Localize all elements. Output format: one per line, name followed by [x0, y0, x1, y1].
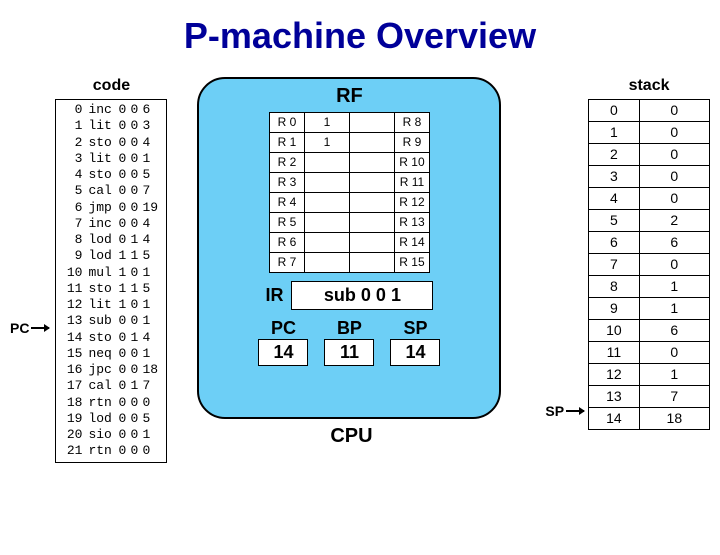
stack-row: 20 [589, 144, 710, 166]
reg-value [349, 173, 394, 193]
reg-value [349, 153, 394, 173]
ir-value: sub 0 0 1 [291, 281, 433, 310]
code-row: 6jmp0019 [60, 200, 160, 216]
arrow-right-icon [566, 410, 584, 412]
code-row: 4sto005 [60, 167, 160, 183]
reg-name: R 13 [394, 213, 429, 233]
rf-label: RF [199, 85, 499, 108]
code-row: 17cal017 [60, 378, 160, 394]
reg-value [349, 113, 394, 133]
code-row: 1lit003 [60, 118, 160, 134]
reg-name: R 9 [394, 133, 429, 153]
reg-value [304, 193, 349, 213]
reg-value [304, 173, 349, 193]
pc-pointer: PC [10, 320, 49, 336]
reg-value [349, 253, 394, 273]
code-row: 10mul101 [60, 265, 160, 281]
code-row: 11sto115 [60, 281, 160, 297]
reg-value [304, 213, 349, 233]
reg-value [349, 193, 394, 213]
page-title: P-machine Overview [0, 15, 720, 57]
reg-value: 1 [304, 113, 349, 133]
reg-name: R 4 [269, 193, 304, 213]
stack-row: 121 [589, 364, 710, 386]
stack-row: 66 [589, 232, 710, 254]
pc-pointer-label: PC [10, 320, 29, 336]
stack-column: SP stack 0010203040526670819110611012113… [545, 77, 710, 430]
code-row: 16jpc0018 [60, 362, 160, 378]
stack-row: 00 [589, 100, 710, 122]
reg-name: R 12 [394, 193, 429, 213]
register-file-table: R 01R 8R 11R 9R 2R 10R 3R 11R 4R 12R 5R … [269, 112, 430, 273]
bp-value: 11 [324, 339, 374, 366]
reg-name: R 14 [394, 233, 429, 253]
reg-name: R 3 [269, 173, 304, 193]
code-row: 7inc004 [60, 216, 160, 232]
code-table: 0inc0061lit0032sto0043lit0014sto0055cal0… [55, 99, 167, 463]
reg-value [304, 233, 349, 253]
ir-group: IR sub 0 0 1 [265, 281, 433, 310]
pc-label: PC [271, 318, 296, 339]
stack-row: 40 [589, 188, 710, 210]
code-row: 12lit101 [60, 297, 160, 313]
stack-row: 70 [589, 254, 710, 276]
sp-pointer: SP [545, 403, 584, 419]
code-row: 3lit001 [60, 151, 160, 167]
reg-name: R 0 [269, 113, 304, 133]
ir-label: IR [265, 285, 283, 306]
code-row: 15neq001 [60, 346, 160, 362]
pc-value: 14 [258, 339, 308, 366]
stack-row: 52 [589, 210, 710, 232]
cpu-label: CPU [197, 425, 505, 448]
reg-value [304, 253, 349, 273]
reg-value [349, 213, 394, 233]
arrow-right-icon [31, 327, 49, 329]
cpu-box: RF R 01R 8R 11R 9R 2R 10R 3R 11R 4R 12R … [197, 77, 501, 419]
stack-row: 110 [589, 342, 710, 364]
stack-table: 001020304052667081911061101211371418 [588, 99, 710, 430]
code-row: 9lod115 [60, 248, 160, 264]
reg-name: R 10 [394, 153, 429, 173]
stack-row: 1418 [589, 408, 710, 430]
code-row: 13sub001 [60, 313, 160, 329]
reg-name: R 1 [269, 133, 304, 153]
stack-row: 81 [589, 276, 710, 298]
code-row: 5cal007 [60, 183, 160, 199]
sp-label: SP [403, 318, 427, 339]
code-row: 14sto014 [60, 330, 160, 346]
main-columns: PC code 0inc0061lit0032sto0043lit0014sto… [0, 77, 720, 463]
code-row: 0inc006 [60, 102, 160, 118]
code-row: 2sto004 [60, 135, 160, 151]
reg-value [349, 233, 394, 253]
cpu-registers: PC 14 BP 11 SP 14 [199, 318, 499, 366]
code-header: code [93, 77, 130, 95]
sp-pointer-label: SP [545, 403, 564, 419]
bp-label: BP [337, 318, 362, 339]
stack-header: stack [629, 77, 670, 95]
sp-value: 14 [390, 339, 440, 366]
code-row: 19lod005 [60, 411, 160, 427]
stack-row: 10 [589, 122, 710, 144]
stack-row: 91 [589, 298, 710, 320]
reg-name: R 6 [269, 233, 304, 253]
code-row: 8lod014 [60, 232, 160, 248]
reg-name: R 5 [269, 213, 304, 233]
reg-name: R 8 [394, 113, 429, 133]
code-row: 18rtn000 [60, 395, 160, 411]
reg-name: R 7 [269, 253, 304, 273]
reg-name: R 15 [394, 253, 429, 273]
stack-row: 30 [589, 166, 710, 188]
code-row: 20sio001 [60, 427, 160, 443]
code-column: code 0inc0061lit0032sto0043lit0014sto005… [55, 77, 167, 463]
reg-value [304, 153, 349, 173]
reg-name: R 11 [394, 173, 429, 193]
stack-row: 106 [589, 320, 710, 342]
reg-value: 1 [304, 133, 349, 153]
reg-value [349, 133, 394, 153]
cpu-column: RF R 01R 8R 11R 9R 2R 10R 3R 11R 4R 12R … [197, 77, 505, 448]
reg-name: R 2 [269, 153, 304, 173]
code-row: 21rtn000 [60, 443, 160, 459]
stack-row: 137 [589, 386, 710, 408]
